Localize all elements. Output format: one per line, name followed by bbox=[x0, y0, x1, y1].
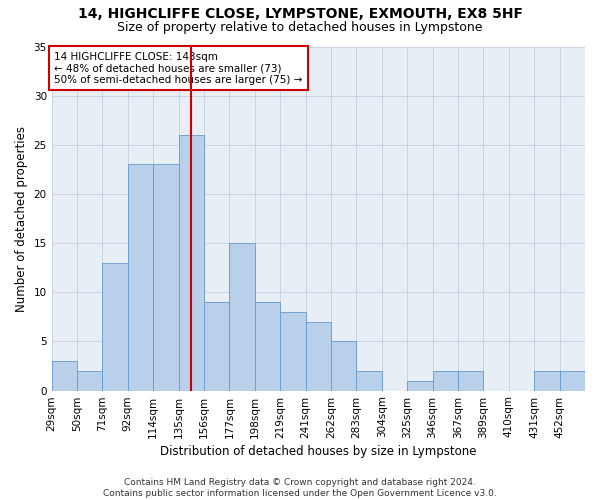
Bar bbox=[153, 164, 179, 390]
Text: 14 HIGHCLIFFE CLOSE: 143sqm
← 48% of detached houses are smaller (73)
50% of sem: 14 HIGHCLIFFE CLOSE: 143sqm ← 48% of det… bbox=[55, 52, 303, 85]
Bar bbox=[179, 135, 204, 390]
Bar bbox=[103, 263, 128, 390]
Bar bbox=[534, 371, 560, 390]
Bar bbox=[560, 371, 585, 390]
Bar bbox=[458, 371, 484, 390]
Bar bbox=[331, 342, 356, 390]
Bar bbox=[305, 322, 331, 390]
Bar bbox=[433, 371, 458, 390]
Text: 14, HIGHCLIFFE CLOSE, LYMPSTONE, EXMOUTH, EX8 5HF: 14, HIGHCLIFFE CLOSE, LYMPSTONE, EXMOUTH… bbox=[77, 8, 523, 22]
Y-axis label: Number of detached properties: Number of detached properties bbox=[15, 126, 28, 312]
Text: Size of property relative to detached houses in Lympstone: Size of property relative to detached ho… bbox=[117, 22, 483, 35]
Bar bbox=[229, 243, 255, 390]
Bar bbox=[52, 361, 77, 390]
Bar bbox=[255, 302, 280, 390]
Text: Contains HM Land Registry data © Crown copyright and database right 2024.
Contai: Contains HM Land Registry data © Crown c… bbox=[103, 478, 497, 498]
Bar bbox=[280, 312, 305, 390]
Bar bbox=[204, 302, 229, 390]
X-axis label: Distribution of detached houses by size in Lympstone: Distribution of detached houses by size … bbox=[160, 444, 476, 458]
Bar bbox=[356, 371, 382, 390]
Bar bbox=[128, 164, 153, 390]
Bar bbox=[77, 371, 103, 390]
Bar bbox=[407, 380, 433, 390]
